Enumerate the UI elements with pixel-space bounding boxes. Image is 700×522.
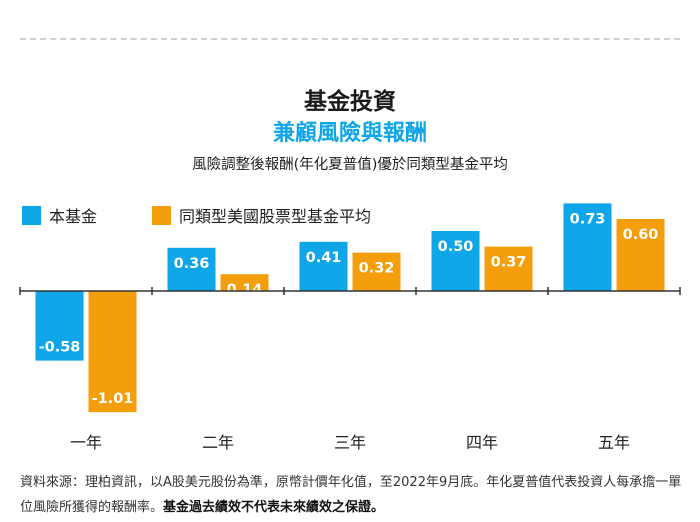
footnote: 資料來源：理柏資訊，以A股美元股份為準，原幣計價年化值，至2022年9月底。年化… [20,470,685,520]
legend-item-category: 同類型美國股票型基金平均 [152,203,371,227]
legend-item-fund: 本基金 [22,203,97,227]
bar-category-2 [220,274,269,291]
value-label-category-3: 0.32 [359,261,395,277]
x-tick-label-1: 一年 [70,433,102,452]
page-title: 基金投資 [304,89,396,115]
legend-label-category: 同類型美國股票型基金平均 [179,207,372,226]
chart-description: 風險調整後報酬(年化夏普值)優於同類型基金平均 [192,157,508,173]
x-tick-label-3: 三年 [334,433,366,452]
value-label-fund-1: -0.58 [39,340,81,356]
value-label-fund-2: 0.36 [174,256,210,272]
bar-fund-2 [167,247,216,291]
x-tick-label-2: 二年 [202,433,234,452]
page-subtitle: 兼顧風險與報酬 [272,121,427,146]
legend-swatch-fund [22,205,41,225]
value-label-category-5: 0.60 [623,227,659,243]
bar-category-3 [352,252,401,291]
value-label-fund-5: 0.73 [570,211,606,227]
value-label-category-2: 0.14 [227,282,263,298]
legend-label-fund: 本基金 [49,207,98,226]
bar-fund-4 [431,231,480,291]
x-tick-label-5: 五年 [598,433,630,452]
top-dashed-divider [20,38,680,40]
footnote-disclaimer: 基金過去績效不代表未來績效之保證。 [163,500,385,515]
bar-category-5 [616,219,665,291]
bar-fund-5 [563,203,612,291]
bar-fund-3 [299,241,348,291]
legend-swatch-category [152,205,171,225]
value-label-fund-4: 0.50 [438,239,474,255]
value-label-category-1: -1.01 [92,391,134,407]
footnote-text: 資料來源：理柏資訊，以A股美元股份為準，原幣計價年化值，至2022年9月底。年化… [20,475,682,515]
bar-category-1 [88,291,137,413]
bar-chart: -0.58 -1.01 一年 0.36 0.14 二年 0.41 0.32 三年 0.50 0.37… [19,203,681,452]
bar-category-4 [484,246,533,291]
x-tick-label-4: 四年 [466,433,498,452]
bar-fund-1 [35,291,84,361]
value-label-category-4: 0.37 [491,255,527,271]
value-label-fund-3: 0.41 [306,250,342,266]
